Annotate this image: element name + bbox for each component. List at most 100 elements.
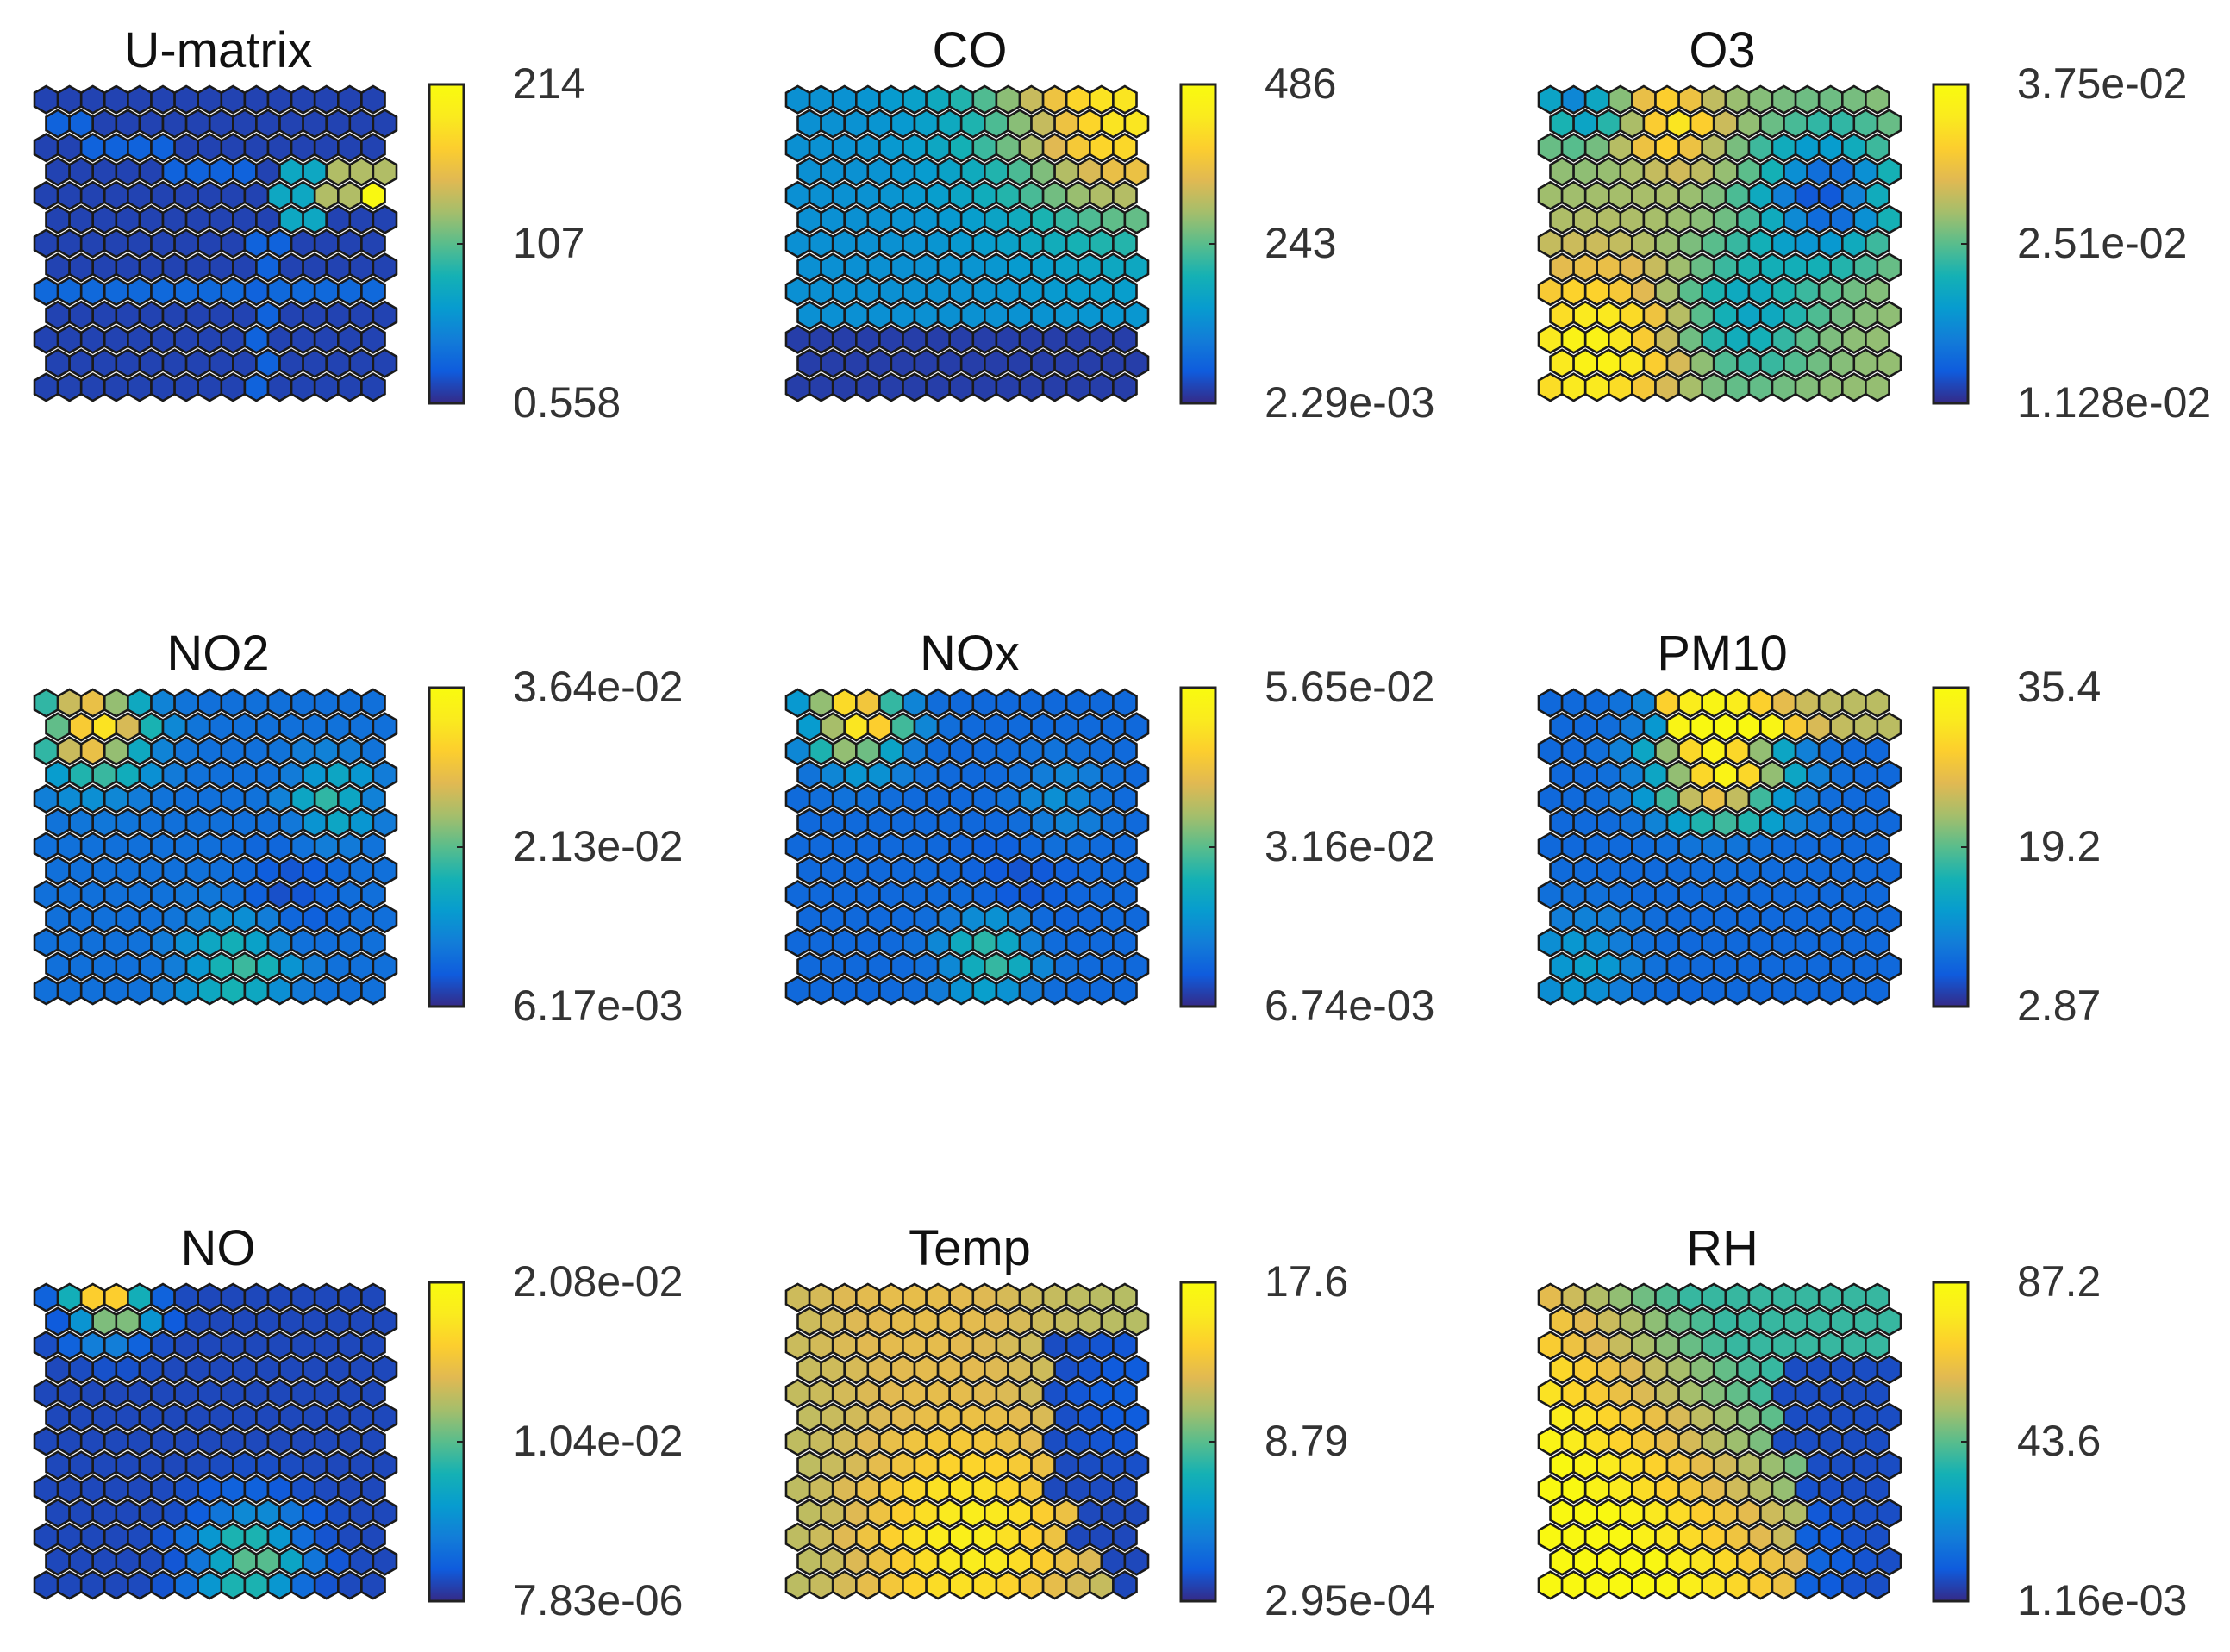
hex-cell xyxy=(1794,133,1821,163)
hex-cell xyxy=(1619,903,1646,934)
hex-cell xyxy=(1549,252,1575,283)
hex-cell xyxy=(1549,759,1575,790)
hex-cell xyxy=(150,1570,176,1600)
hex-cell xyxy=(1677,1522,1703,1552)
hex-cell xyxy=(1065,736,1091,766)
hex-cell xyxy=(1053,759,1079,790)
hex-cell xyxy=(1007,951,1033,982)
hex-cell xyxy=(1817,228,1844,259)
hex-cell xyxy=(1030,1402,1056,1432)
hex-cell xyxy=(1077,759,1103,790)
hex-cell xyxy=(890,1354,916,1385)
hex-cell xyxy=(231,903,258,934)
hex-cell xyxy=(91,856,118,886)
hex-cell xyxy=(831,832,858,862)
hex-cell xyxy=(348,856,375,886)
hex-cell xyxy=(971,228,998,259)
hex-cell xyxy=(243,228,270,259)
hex-cell xyxy=(127,736,153,766)
hex-cell xyxy=(220,228,247,259)
hex-cell xyxy=(878,1378,904,1409)
hex-cell xyxy=(1537,832,1564,862)
hex-cell xyxy=(995,133,1021,163)
hex-cell xyxy=(820,300,846,331)
hex-cell xyxy=(243,736,270,766)
hex-cell xyxy=(1783,300,1808,331)
hex-cell xyxy=(68,1498,94,1529)
hex-cell xyxy=(1852,903,1879,934)
hex-cell xyxy=(220,324,247,354)
hex-cell xyxy=(1841,228,1867,259)
hex-cell xyxy=(33,133,59,163)
hex-cell xyxy=(878,879,904,910)
hex-cell xyxy=(808,1474,834,1505)
hex-cell xyxy=(266,1522,293,1552)
hex-cell xyxy=(1123,252,1150,283)
hex-cell xyxy=(1583,180,1610,211)
hex-cell xyxy=(372,1546,398,1576)
hex-cell xyxy=(231,348,258,378)
hex-cell xyxy=(808,1522,834,1552)
hex-cell xyxy=(1817,372,1844,402)
hex-cell xyxy=(890,1402,916,1432)
hex-cell xyxy=(1771,1474,1797,1505)
hex-cell xyxy=(913,109,940,139)
hex-cell xyxy=(831,1522,858,1552)
hex-cell xyxy=(220,1426,247,1456)
hex-cell xyxy=(948,832,975,862)
hex-cell xyxy=(302,252,328,283)
hex-cell xyxy=(995,1570,1021,1600)
hex-cell xyxy=(866,1498,893,1529)
hex-cell xyxy=(948,1331,975,1361)
hex-cell xyxy=(1876,156,1902,187)
hex-cell xyxy=(1783,252,1808,283)
hex-cell xyxy=(1089,976,1115,1006)
hex-cell xyxy=(173,1522,199,1552)
hex-cell xyxy=(1689,1402,1715,1432)
hex-cell xyxy=(1537,228,1564,259)
hex-cell xyxy=(1677,1331,1703,1361)
hex-cell xyxy=(1596,300,1622,331)
hex-cell xyxy=(878,1426,904,1456)
hex-cell xyxy=(184,951,211,982)
hex-cell xyxy=(1747,1522,1774,1552)
hex-cell xyxy=(313,1378,340,1409)
hex-cell xyxy=(1560,927,1587,957)
hex-cell xyxy=(936,1498,963,1529)
hex-cell xyxy=(984,300,1009,331)
hex-cell xyxy=(243,1522,270,1552)
hex-cell xyxy=(1806,300,1832,331)
hex-cell xyxy=(1631,688,1657,718)
hex-cell xyxy=(1619,300,1646,331)
hex-cell xyxy=(925,228,951,259)
hex-cell xyxy=(1771,1378,1797,1409)
hex-cell xyxy=(995,1378,1021,1409)
hex-cell xyxy=(1077,1450,1103,1481)
hex-cell xyxy=(1712,1402,1739,1432)
hex-cell xyxy=(1677,1426,1703,1456)
hex-cell xyxy=(1654,1474,1680,1505)
hex-cell xyxy=(913,348,940,378)
hex-cell xyxy=(1123,1402,1150,1432)
hex-cell xyxy=(1677,228,1703,259)
hex-cell xyxy=(360,372,386,402)
hex-cell xyxy=(278,807,304,838)
hex-cell xyxy=(1654,1426,1680,1456)
hex-cell xyxy=(1794,1474,1821,1505)
hex-cell xyxy=(56,927,83,957)
hex-cell xyxy=(1852,951,1879,982)
hex-cell xyxy=(1560,736,1587,766)
hex-cell xyxy=(902,324,928,354)
hex-cell xyxy=(1619,156,1646,187)
hex-cell xyxy=(959,1306,986,1337)
colorbar-tick-label: 2.95e-04 xyxy=(1265,1576,1434,1624)
hex-cell xyxy=(878,832,904,862)
hex-cell xyxy=(1537,1522,1564,1552)
hex-cell xyxy=(91,1354,118,1385)
panel-title-co: CO xyxy=(933,22,1008,78)
hex-cell xyxy=(278,204,304,234)
hex-cell xyxy=(1806,1306,1832,1337)
hex-cell xyxy=(56,84,83,115)
hex-cell xyxy=(231,1402,258,1432)
hex-cell xyxy=(68,856,94,886)
